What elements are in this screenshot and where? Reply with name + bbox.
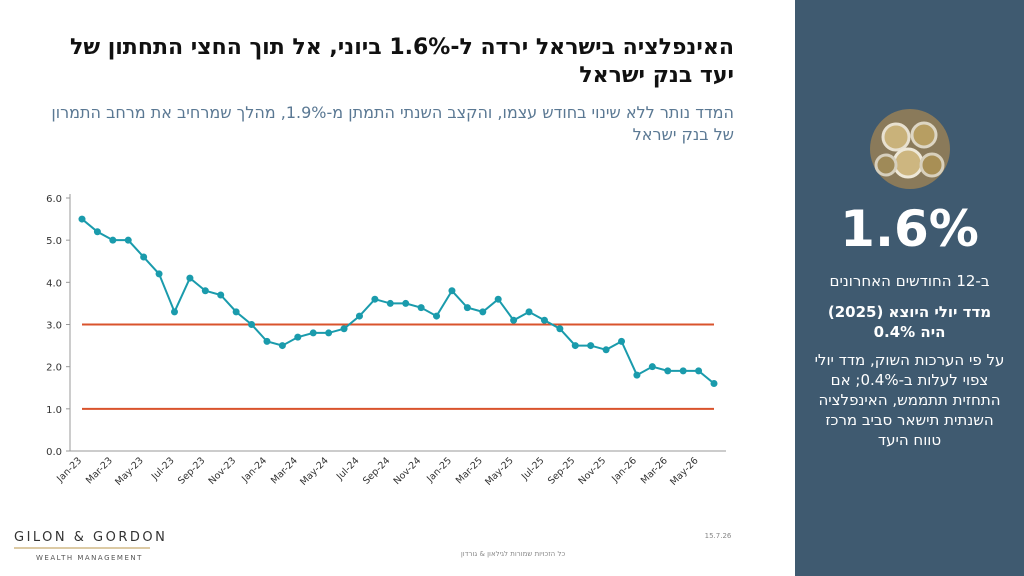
data-point: [170, 308, 178, 316]
subhead: ב-12 החודשים האחרונים: [829, 272, 990, 290]
x-tick-label: Nov-25: [577, 455, 609, 487]
data-point: [155, 270, 163, 278]
data-point: [355, 312, 363, 320]
data-point: [248, 321, 256, 328]
y-tick-label: 1.0: [46, 405, 62, 416]
data-point: [371, 295, 379, 303]
data-point: [140, 253, 148, 261]
data-point: [571, 342, 579, 350]
data-point: [278, 342, 286, 350]
title: האינפלציה בישראל ירדה ל-1.6% ביוני, אל ת…: [70, 35, 734, 88]
data-point: [494, 295, 502, 303]
x-tick-label: Sep-25: [546, 455, 577, 486]
data-point: [540, 316, 548, 324]
x-tick-label: Mar-24: [269, 455, 300, 486]
data-point: [78, 215, 86, 223]
data-point: [679, 367, 687, 375]
x-tick-label: May-24: [298, 455, 331, 488]
data-point: [417, 304, 425, 312]
x-tick-label: Jan-26: [609, 455, 639, 485]
data-point: [325, 329, 333, 337]
coins-image: [870, 109, 950, 189]
y-tick-label: 0.0: [46, 447, 62, 458]
x-tick-label: Jan-24: [239, 455, 269, 485]
data-point: [433, 312, 441, 320]
data-point: [618, 337, 626, 345]
y-tick-label: 5.0: [46, 236, 62, 247]
x-tick-label: Jul-23: [149, 455, 177, 483]
x-tick-label: Jan-25: [424, 455, 454, 485]
footer-rights: כל הזכויות שמורות לגילאון & גורדון: [461, 550, 566, 558]
subtitle: המדד נותר ללא שינוי בחודש עצמו, והקצב הש…: [51, 103, 734, 144]
data-point: [479, 308, 487, 316]
logo-name: GILON & GORDON: [14, 530, 167, 545]
data-point: [525, 308, 533, 316]
coin: [892, 147, 924, 179]
x-tick-label: Nov-23: [207, 455, 239, 487]
data-point: [556, 325, 564, 333]
data-point: [201, 287, 209, 295]
x-tick-label: Sep-23: [176, 455, 207, 486]
data-point: [386, 299, 394, 307]
data-point: [587, 342, 595, 350]
coin: [874, 153, 898, 177]
headline: 1.6%: [840, 200, 979, 258]
coin: [881, 122, 911, 152]
x-tick-label: Mar-25: [454, 455, 485, 486]
data-point: [710, 380, 718, 388]
y-tick-label: 3.0: [46, 321, 62, 332]
side-panel: 1.6% ב-12 החודשים האחרונים מדד יולי היוצ…: [795, 0, 1024, 576]
x-tick-label: May-26: [668, 455, 701, 488]
x-tick-label: Sep-24: [361, 455, 392, 486]
data-point: [695, 367, 703, 375]
data-point: [124, 236, 132, 244]
coin: [910, 121, 938, 149]
data-point: [463, 304, 471, 312]
body-text: על פי הערכות השוק, מדד יולי צפוי לעלות ב…: [814, 351, 1005, 449]
data-point: [510, 316, 518, 324]
coin: [919, 152, 945, 178]
data-point: [448, 287, 456, 295]
data-point: [263, 337, 271, 345]
y-tick-label: 6.0: [46, 194, 62, 205]
data-point: [664, 367, 672, 375]
data-point: [93, 228, 101, 236]
data-point: [648, 363, 656, 371]
data-point: [217, 291, 225, 299]
x-tick-label: Jan-23: [54, 455, 84, 485]
data-point: [602, 346, 610, 354]
x-tick-label: May-23: [113, 455, 146, 488]
data-point: [186, 274, 194, 282]
x-tick-label: Nov-24: [392, 455, 424, 487]
x-tick-label: Jul-25: [519, 455, 547, 483]
footer-date: 15.7.26: [705, 532, 732, 540]
data-point: [402, 299, 410, 307]
x-tick-label: Mar-26: [639, 455, 670, 486]
logo-tagline: WEALTH MANAGEMENT: [36, 554, 143, 562]
y-tick-label: 2.0: [46, 363, 62, 374]
data-point: [109, 236, 117, 244]
data-point: [309, 329, 317, 337]
x-tick-label: May-25: [483, 455, 516, 488]
y-tick-label: 4.0: [46, 278, 62, 289]
data-point: [340, 325, 348, 333]
data-point: [633, 371, 641, 379]
data-point: [294, 333, 302, 341]
data-line: [81, 218, 715, 385]
note: מדד יולי היוצא (2025) היה 0.4%: [827, 303, 992, 341]
x-tick-label: Jul-24: [334, 455, 362, 483]
data-point: [232, 308, 240, 316]
x-tick-label: Mar-23: [84, 455, 115, 486]
